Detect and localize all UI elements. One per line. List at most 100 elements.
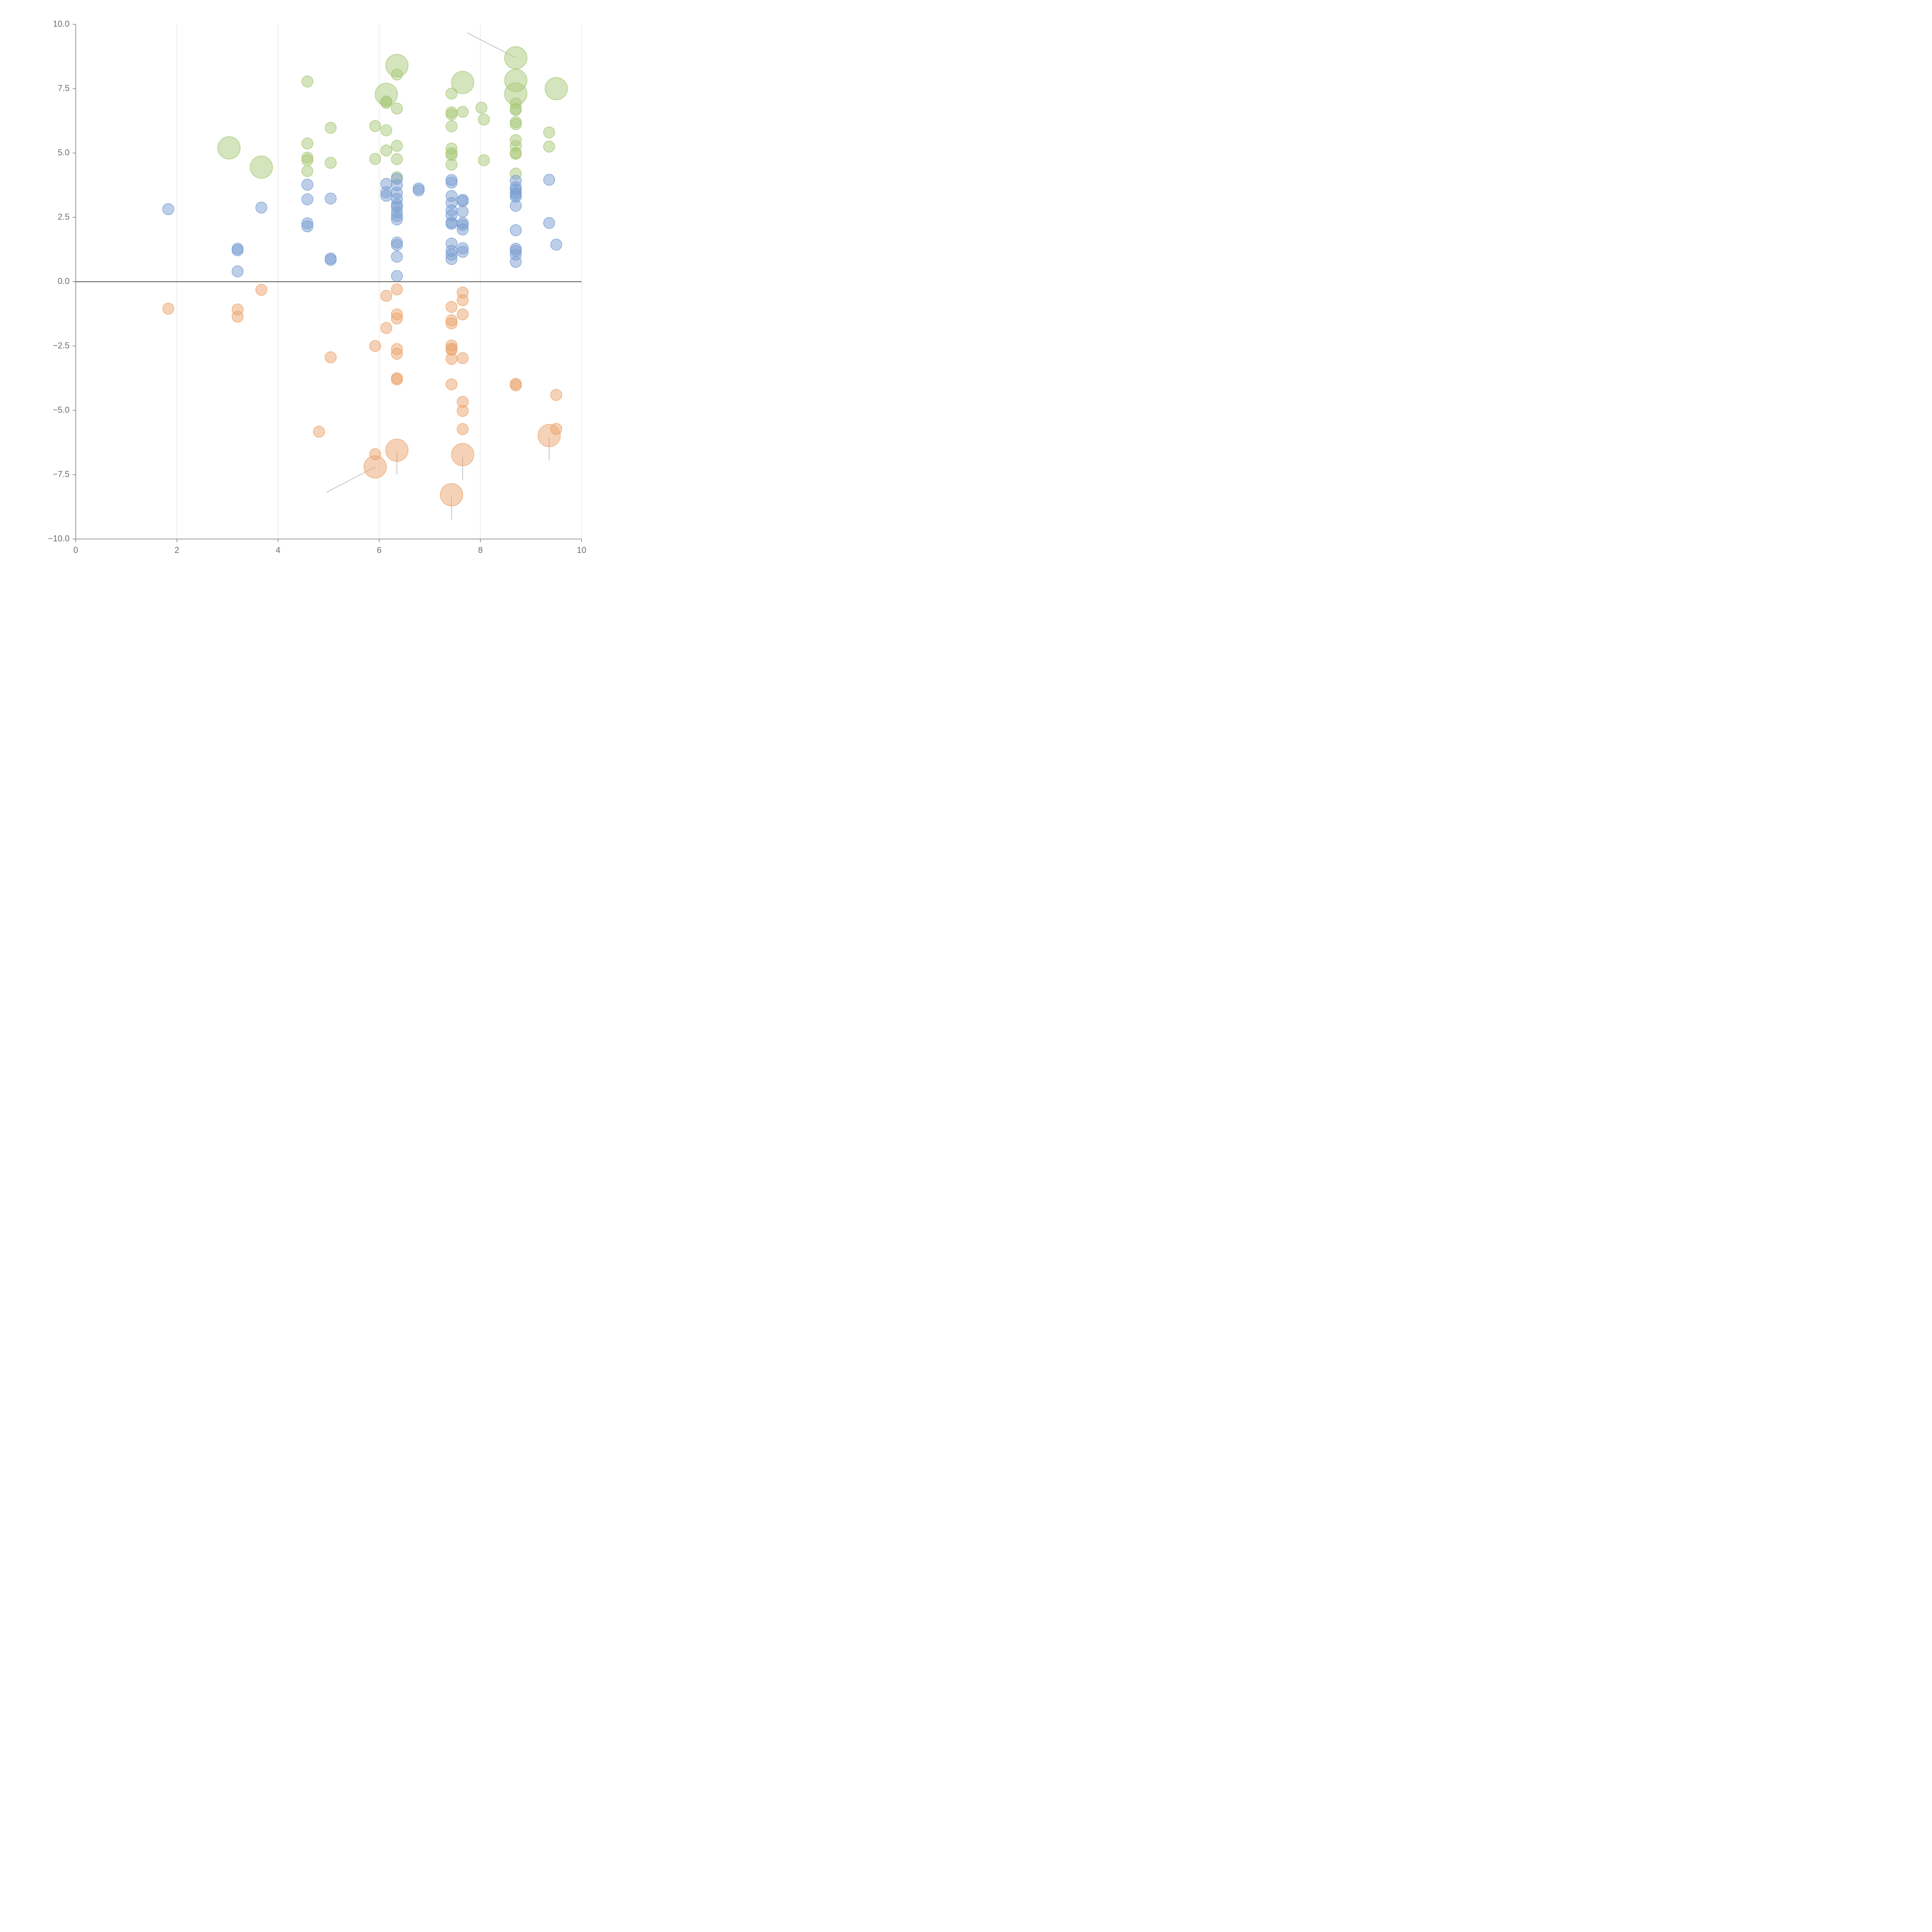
y-tick-label: −2.5 [53, 340, 70, 350]
data-point [391, 102, 403, 115]
x-tick-label: 0 [73, 545, 78, 555]
data-point [413, 184, 425, 196]
data-point [510, 104, 522, 116]
y-tick-label: 7.5 [58, 83, 70, 93]
data-point [380, 124, 392, 136]
data-point [162, 203, 174, 215]
data-point [457, 405, 469, 417]
data-point [391, 270, 403, 282]
data-point [217, 136, 241, 160]
y-tick-label: 5.0 [58, 148, 70, 157]
data-point [446, 378, 457, 390]
y-tick-label: 10.0 [53, 19, 70, 29]
data-point [391, 68, 403, 81]
data-point [301, 220, 313, 233]
data-point [457, 223, 469, 236]
data-point [325, 351, 337, 364]
data-point [478, 114, 490, 126]
x-tick-label: 4 [276, 545, 280, 555]
data-point [301, 165, 313, 177]
data-point [446, 353, 457, 365]
data-point [544, 77, 568, 100]
data-point [543, 174, 555, 186]
data-point [510, 148, 522, 160]
data-point [510, 379, 522, 391]
data-point [510, 118, 522, 130]
data-point [446, 301, 457, 313]
data-point [391, 251, 403, 263]
y-tick-label: −10.0 [48, 534, 70, 543]
data-point [231, 265, 244, 277]
data-point [543, 126, 555, 138]
data-point [446, 87, 457, 100]
data-point [451, 71, 474, 94]
data-point [301, 75, 313, 88]
y-tick-label: 2.5 [58, 212, 70, 221]
data-point [475, 102, 488, 114]
y-tick-label: −5.0 [53, 405, 70, 415]
data-point [385, 439, 408, 462]
data-point [391, 348, 403, 360]
data-point [510, 224, 522, 236]
axes: −10.0 −7.5 −5.0 −2.5 0.0 2.5 5.0 7.5 10.0 0 2 4 6 8 10 [48, 19, 586, 555]
data-point [446, 120, 457, 132]
data-point [231, 311, 244, 323]
data-point [510, 200, 522, 212]
data-point [391, 373, 403, 386]
data-point [457, 195, 469, 207]
data-point [550, 238, 562, 251]
data-point [391, 153, 403, 165]
data-point [255, 284, 267, 296]
data-point [446, 158, 457, 171]
data-point [231, 244, 244, 256]
data-point [446, 177, 457, 189]
series-green [217, 46, 568, 183]
data-point [457, 246, 469, 258]
data-point [162, 303, 174, 315]
data-point [250, 155, 273, 179]
x-tick-label: 8 [478, 545, 483, 555]
data-point [369, 153, 381, 165]
data-point [391, 312, 403, 325]
data-point [380, 322, 392, 334]
data-point [380, 145, 392, 156]
data-point [325, 254, 337, 266]
data-point [543, 141, 555, 153]
data-point [446, 108, 457, 121]
data-point [440, 483, 463, 507]
data-point [301, 154, 313, 166]
data-point [457, 423, 469, 435]
data-point [301, 179, 313, 191]
series-orange [162, 283, 562, 507]
data-point [325, 157, 337, 169]
data-point [380, 190, 392, 202]
data-point [457, 308, 469, 320]
data-point [255, 201, 267, 214]
data-point [391, 239, 403, 251]
data-point [301, 138, 313, 150]
data-point [550, 423, 562, 435]
data-point [369, 120, 381, 132]
data-point [446, 218, 457, 230]
data-point [391, 283, 403, 296]
data-point [391, 140, 403, 152]
data-point [457, 352, 469, 364]
data-point [364, 455, 387, 479]
data-point [446, 317, 457, 330]
data-point [451, 443, 474, 466]
data-point [391, 213, 403, 226]
data-point [313, 426, 325, 438]
data-point [457, 206, 469, 218]
data-point [325, 122, 337, 134]
data-point [550, 389, 562, 401]
x-tick-label: 2 [175, 545, 179, 555]
y-tick-label: −7.5 [53, 469, 70, 479]
data-point [446, 253, 457, 265]
data-point [543, 217, 555, 229]
data-point [325, 192, 337, 205]
data-point [380, 97, 392, 109]
data-point [380, 290, 392, 302]
series-blue [162, 173, 562, 282]
data-point [504, 46, 527, 70]
data-point [478, 154, 490, 166]
